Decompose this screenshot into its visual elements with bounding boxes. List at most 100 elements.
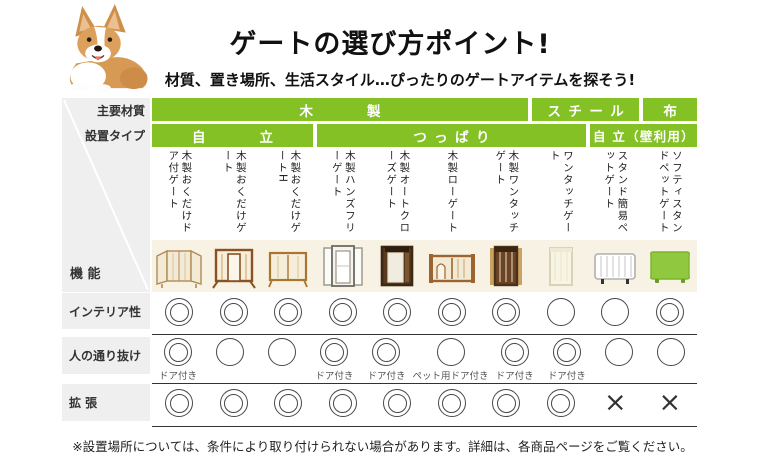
rating-cell: [593, 338, 645, 380]
rating-mark: [437, 389, 466, 417]
rating-mark: [372, 338, 401, 366]
material-segment-cloth: 布: [643, 98, 698, 121]
product-header: スタンド簡易ペットゲート: [588, 150, 643, 240]
separator-line: [152, 426, 697, 427]
rating-cell: ペット用ドア付き: [413, 338, 489, 382]
product-name: 木製ハンズフリーゲート: [330, 150, 356, 234]
rating-mark: [328, 298, 357, 326]
product-header: 木製ハンズフリーゲート: [316, 150, 371, 240]
rating-cell: [643, 298, 698, 326]
install-wall-label: 自 立（壁利用）: [592, 129, 695, 144]
rating-cell: [261, 298, 316, 326]
dog-hindquarters: [119, 67, 148, 90]
row-label-install-type: 設置タイプ: [84, 129, 145, 143]
material-segment-steel: スチール: [531, 98, 640, 121]
row-label-material: 主要材質: [96, 104, 145, 118]
page-subtitle: 材質、置き場所、生活スタイル…ぴったりのゲートアイテムを探そう!: [164, 71, 636, 89]
rating-mark: [655, 298, 684, 326]
expansion-rating-row: [152, 389, 697, 417]
rating-mark: [546, 389, 575, 417]
rating-mark: [437, 298, 466, 326]
product-header: 木製おくだけゲート: [207, 150, 262, 240]
rating-cell: [645, 338, 697, 380]
material-segment-wood: 木製: [152, 98, 528, 121]
product-name: 木製ローゲート: [446, 150, 459, 234]
rating-mark: [383, 389, 412, 417]
rating-cell: [316, 298, 371, 326]
rating-mark: [601, 389, 629, 417]
row-label-walkthrough: 人の通り抜け: [62, 337, 150, 374]
walkthrough-rating-row: ドア付き ドア付き ドア付き ペット用ドア付き ドア付き ドア付き: [152, 338, 697, 382]
rating-cell: [643, 389, 698, 417]
rating-note: ドア付き: [547, 371, 586, 382]
page-title: ゲートの選び方ポイント!: [229, 29, 551, 60]
rating-mark: [604, 338, 633, 366]
rating-cell: [425, 298, 480, 326]
row-label-expansion: 拡 張: [62, 384, 150, 421]
product-name: 木製おくだけドア付ゲート: [167, 150, 193, 234]
row-label-function: 機 能: [70, 267, 101, 282]
material-row: 木製 スチール 布: [152, 98, 698, 121]
rating-cell: [207, 298, 262, 326]
rating-mark: [219, 389, 248, 417]
rating-cell: [534, 298, 589, 326]
rating-mark: [274, 389, 303, 417]
rating-cell: [256, 338, 308, 380]
rating-mark: [500, 338, 529, 366]
rating-mark: [268, 338, 297, 366]
rating-note: ドア付き: [159, 371, 198, 382]
rating-cell: ドア付き: [152, 338, 204, 382]
footnote: ※設置場所については、条件により取り付けられない場合があります。詳細は、各商品ペ…: [72, 439, 693, 454]
rating-mark: [274, 298, 303, 326]
product-name: 木製オートクローズゲート: [385, 150, 411, 234]
product-image-wood-one-touch-gate: [479, 240, 534, 292]
diagonal-divider: [63, 99, 149, 291]
install-tension-label: つっぱり: [413, 129, 497, 146]
rating-cell: [588, 389, 643, 417]
product-header: 木製おくだけドア付ゲート: [152, 150, 207, 240]
product-name: 木製おくだけゲートH: [276, 150, 302, 234]
product-name: 木製ワンタッチゲート: [494, 150, 520, 234]
product-image-low-gate: [425, 240, 480, 292]
rating-cell: [588, 298, 643, 326]
product-image-row: [152, 240, 697, 292]
rating-mark: [656, 338, 685, 366]
interior-rating-row: [152, 298, 697, 326]
rating-cell: [152, 389, 207, 417]
rating-cell: [152, 298, 207, 326]
rating-mark: [219, 298, 248, 326]
rating-mark: [546, 298, 575, 326]
install-segment-wall: 自 立（壁利用）: [589, 124, 697, 147]
rating-cell: [316, 389, 371, 417]
product-header: 木製オートクローズゲート: [370, 150, 425, 240]
rating-mark: [436, 338, 465, 366]
separator-line: [152, 334, 697, 335]
rating-mark: [320, 338, 349, 366]
rating-mark: [383, 298, 412, 326]
product-header: 木製ワンタッチゲート: [479, 150, 534, 240]
rating-cell: [370, 298, 425, 326]
product-header: 木製ローゲート: [425, 150, 480, 240]
rating-mark: [164, 338, 193, 366]
rating-mark: [328, 389, 357, 417]
rating-cell: [479, 389, 534, 417]
rating-cell: [425, 389, 480, 417]
install-type-row: 自立 つっぱり 自 立（壁利用）: [152, 124, 697, 147]
corgi-dog-image: [69, 3, 148, 93]
material-cloth-label: 布: [663, 103, 677, 120]
product-name: スタンド簡易ペットゲート: [603, 150, 629, 234]
rating-note: ドア付き: [315, 371, 354, 382]
rating-cell: [261, 389, 316, 417]
product-header: ワンタッチゲート: [534, 150, 589, 240]
rating-mark: [492, 389, 521, 417]
product-image-hands-free-gate: [316, 240, 371, 292]
rating-cell: [479, 298, 534, 326]
product-image-softy-stand-pet-gate: [643, 240, 698, 292]
rating-note: ドア付き: [495, 371, 534, 382]
rating-cell: ドア付き: [308, 338, 360, 382]
rating-cell: [370, 389, 425, 417]
rating-mark: [216, 338, 245, 366]
rating-cell: [204, 338, 256, 380]
product-name: ワンタッチゲート: [548, 150, 574, 234]
